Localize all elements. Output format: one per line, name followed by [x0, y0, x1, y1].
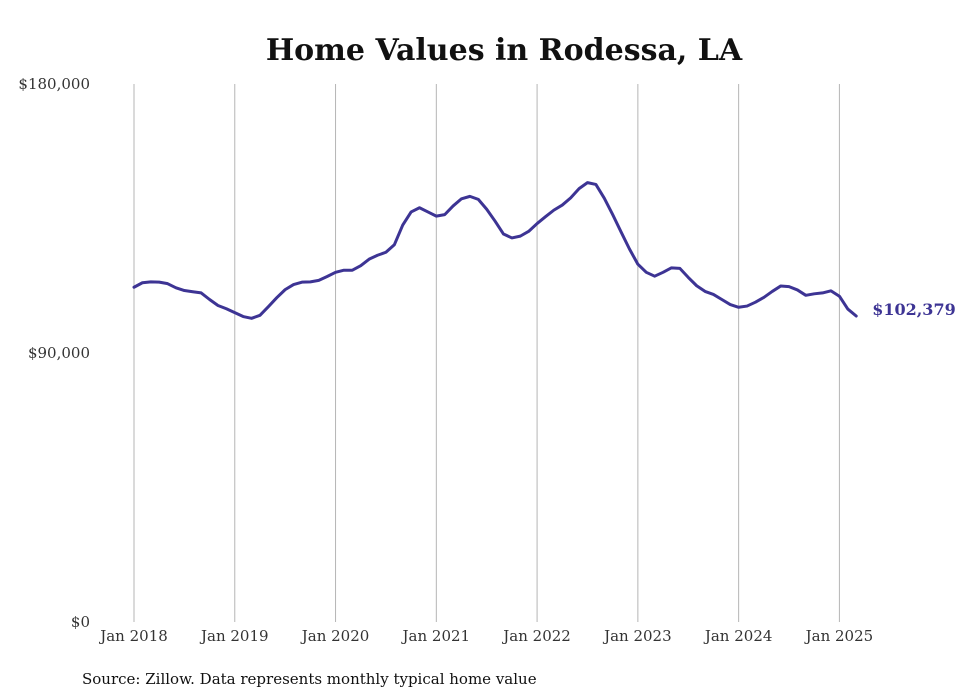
y-tick-label: $90,000 — [28, 344, 90, 362]
x-tick-label: Jan 2023 — [602, 627, 672, 645]
x-axis-ticks: Jan 2018 Jan 2019 Jan 2020 Jan 2021 Jan 2022… — [98, 627, 873, 645]
end-value-label: $102,379 — [872, 300, 956, 319]
chart-title: Home Values in Rodessa, LA — [266, 33, 743, 68]
series-line — [132, 181, 858, 320]
x-tick-label: Jan 2019 — [199, 627, 269, 645]
x-tick-label: Jan 2020 — [300, 627, 370, 645]
y-tick-label: $180,000 — [18, 75, 90, 93]
x-tick-label: Jan 2021 — [401, 627, 471, 645]
x-tick-label: Jan 2025 — [804, 627, 874, 645]
gridlines — [133, 84, 840, 622]
y-tick-label: $0 — [71, 613, 90, 631]
source-note: Source: Zillow. Data represents monthly … — [82, 670, 537, 688]
x-tick-label: Jan 2018 — [98, 627, 168, 645]
x-tick-label: Jan 2024 — [703, 627, 773, 645]
x-tick-label: Jan 2022 — [501, 627, 571, 645]
y-axis-ticks: $0 $90,000 $180,000 — [18, 75, 90, 631]
